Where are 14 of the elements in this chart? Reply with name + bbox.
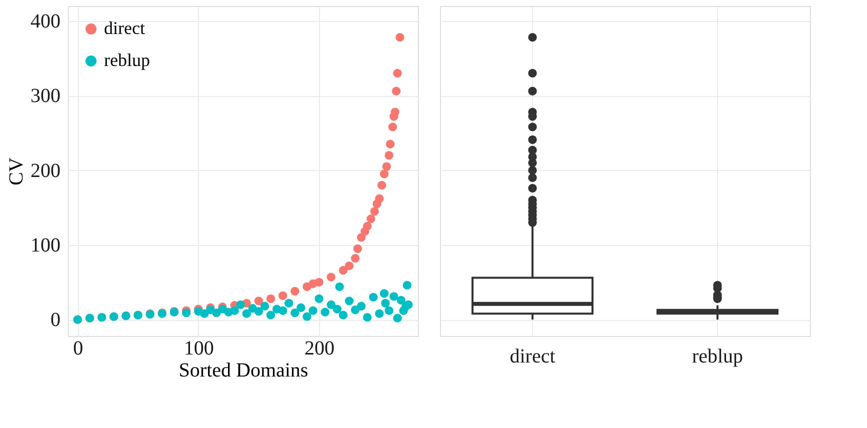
y-tick-label: 100 (30, 234, 60, 256)
y-tick-label: 300 (30, 85, 60, 108)
x-tick-label: 100 (184, 338, 214, 360)
x-axis-title: Sorted Domains (178, 360, 308, 382)
x-tick-label: 200 (304, 338, 335, 360)
y-tick-label: 0 (50, 309, 60, 332)
x-tick-label: 0 (73, 338, 84, 360)
y-tick-label: 400 (30, 10, 60, 32)
legend-label: direct (104, 18, 145, 38)
legend-label: reblup (104, 50, 150, 70)
y-tick-label: 200 (30, 160, 60, 182)
x-tick-label: direct (510, 346, 556, 368)
y-axis-title: CV (6, 157, 28, 186)
x-tick-label: reblup (692, 346, 744, 368)
